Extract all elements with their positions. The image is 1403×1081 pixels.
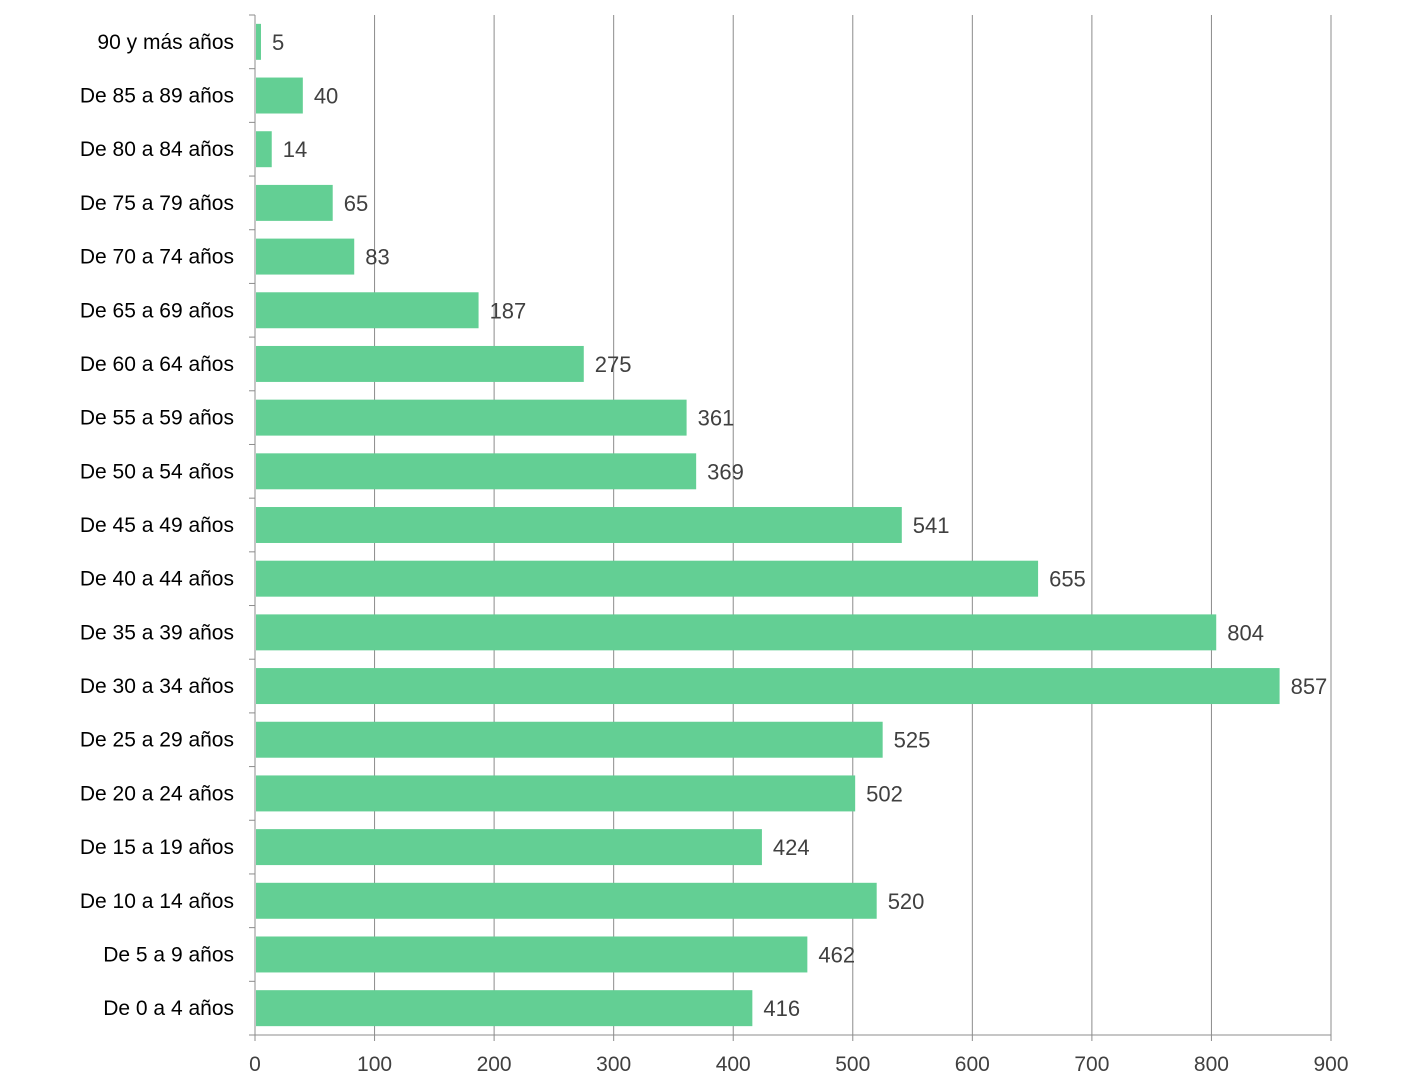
x-tick-label-0: 0 bbox=[249, 1053, 261, 1076]
category-label-3: De 75 a 79 años bbox=[80, 192, 234, 215]
value-label-15: 424 bbox=[773, 835, 810, 860]
bar-9 bbox=[256, 507, 902, 543]
category-label-16: De 10 a 14 años bbox=[80, 890, 234, 913]
value-label-18: 416 bbox=[763, 996, 800, 1021]
bar-6 bbox=[256, 345, 584, 382]
category-label-18: De 0 a 4 años bbox=[103, 997, 234, 1020]
labels: 0 100 200 300 400 500 600 700 800 900 5 90 y más añ… bbox=[80, 30, 1349, 1076]
category-label-8: De 50 a 54 años bbox=[80, 460, 234, 483]
x-tick-label-900: 900 bbox=[1313, 1053, 1348, 1076]
value-label-6: 275 bbox=[595, 352, 632, 377]
bar-4 bbox=[256, 238, 355, 275]
value-label-16: 520 bbox=[888, 889, 925, 914]
bar-7 bbox=[256, 399, 687, 436]
axes bbox=[249, 14, 1332, 1041]
category-label-6: De 60 a 64 años bbox=[80, 353, 234, 376]
category-label-12: De 30 a 34 años bbox=[80, 675, 234, 698]
value-label-14: 502 bbox=[866, 781, 903, 806]
category-label-11: De 35 a 39 años bbox=[80, 621, 234, 644]
category-label-5: De 65 a 69 años bbox=[80, 299, 234, 322]
bar-14 bbox=[256, 775, 856, 812]
category-label-14: De 20 a 24 años bbox=[80, 782, 234, 805]
category-label-0: 90 y más años bbox=[97, 31, 234, 54]
x-tick-label-200: 200 bbox=[477, 1053, 512, 1076]
bar-12 bbox=[256, 668, 1280, 705]
x-tick-label-600: 600 bbox=[955, 1053, 990, 1076]
value-label-12: 857 bbox=[1291, 674, 1328, 699]
category-label-13: De 25 a 29 años bbox=[80, 729, 234, 752]
bar-0 bbox=[256, 23, 261, 60]
bar-5 bbox=[256, 292, 479, 329]
bar-1 bbox=[256, 77, 303, 114]
value-label-8: 369 bbox=[707, 459, 744, 484]
category-label-15: De 15 a 19 años bbox=[80, 836, 234, 859]
x-tick-label-100: 100 bbox=[357, 1053, 392, 1076]
category-label-4: De 70 a 74 años bbox=[80, 246, 234, 269]
value-label-10: 655 bbox=[1049, 567, 1086, 592]
bar-15 bbox=[256, 829, 762, 866]
x-tick-label-500: 500 bbox=[835, 1053, 870, 1076]
x-tick-label-800: 800 bbox=[1194, 1053, 1229, 1076]
bar-17 bbox=[256, 936, 808, 973]
x-tick-label-400: 400 bbox=[716, 1053, 751, 1076]
category-label-2: De 80 a 84 años bbox=[80, 138, 234, 161]
value-label-7: 361 bbox=[698, 406, 735, 431]
category-label-1: De 85 a 89 años bbox=[80, 85, 234, 108]
x-tick-label-700: 700 bbox=[1074, 1053, 1109, 1076]
bars bbox=[256, 23, 1280, 1027]
value-label-5: 187 bbox=[490, 298, 527, 323]
value-label-3: 65 bbox=[344, 191, 368, 216]
x-tick-label-300: 300 bbox=[596, 1053, 631, 1076]
value-label-4: 83 bbox=[365, 245, 389, 270]
category-label-10: De 40 a 44 años bbox=[80, 568, 234, 591]
category-label-7: De 55 a 59 años bbox=[80, 407, 234, 430]
bar-2 bbox=[256, 131, 272, 168]
category-label-9: De 45 a 49 años bbox=[80, 514, 234, 537]
bar-16 bbox=[256, 882, 877, 919]
bar-10 bbox=[256, 560, 1039, 597]
value-label-0: 5 bbox=[272, 30, 284, 55]
category-label-17: De 5 a 9 años bbox=[103, 943, 234, 966]
bar-8 bbox=[256, 453, 697, 490]
bar-11 bbox=[256, 614, 1217, 651]
value-label-11: 804 bbox=[1227, 620, 1264, 645]
bar-3 bbox=[256, 184, 333, 221]
value-label-17: 462 bbox=[818, 942, 855, 967]
value-label-13: 525 bbox=[894, 728, 931, 753]
value-label-9: 541 bbox=[913, 513, 950, 538]
value-label-1: 40 bbox=[314, 84, 338, 109]
value-label-2: 14 bbox=[283, 137, 307, 162]
bar-18 bbox=[256, 990, 753, 1027]
bar-13 bbox=[256, 721, 883, 758]
